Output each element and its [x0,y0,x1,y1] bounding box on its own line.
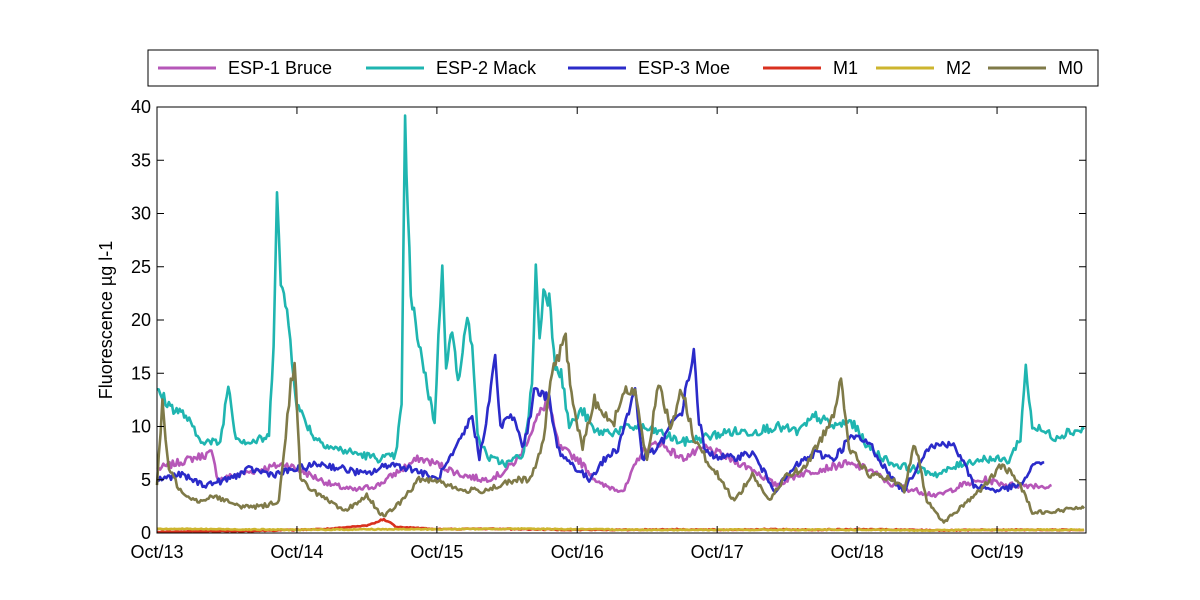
y-tick-label: 30 [131,204,151,224]
x-axis: Oct/13 Oct/14 Oct/15 Oct/16 Oct/17 Oct/18 Oct/… [130,107,1024,562]
series-line-esp-1-bruce [156,398,1053,499]
series-line-m0 [155,332,1086,524]
x-tick-label: Oct/15 [410,542,463,562]
y-axis-label: Fluorescence µg l-1 [96,241,116,399]
plot-background [157,107,1086,533]
x-tick-label: Oct/16 [551,542,604,562]
x-tick-label: Oct/14 [270,542,323,562]
legend-label: M2 [946,58,971,78]
y-tick-label: 25 [131,257,151,277]
y-tick-label: 20 [131,310,151,330]
y-tick-label: 15 [131,363,151,383]
y-tick-label: 35 [131,150,151,170]
plot-area [155,106,1087,534]
x-tick-label: Oct/13 [130,542,183,562]
series-line-m2 [156,527,1085,533]
series-layer [155,114,1086,534]
x-tick-label: Oct/17 [691,542,744,562]
y-axis: 0 5 10 15 20 25 30 35 40 [131,97,1086,543]
x-tick-label: Oct/19 [971,542,1024,562]
legend-label: M1 [833,58,858,78]
y-tick-label: 5 [141,470,151,490]
chart-legend: ESP-1 Bruce ESP-2 Mack ESP-3 Moe M1 M2 M0 [147,49,1099,87]
legend-label: ESP-1 Bruce [228,58,332,78]
x-tick-label: Oct/18 [831,542,884,562]
legend-label: ESP-2 Mack [436,58,537,78]
legend-label: M0 [1058,58,1083,78]
y-tick-label: 10 [131,417,151,437]
legend-label: ESP-3 Moe [638,58,730,78]
y-tick-label: 40 [131,97,151,117]
y-tick-label: 0 [141,523,151,543]
